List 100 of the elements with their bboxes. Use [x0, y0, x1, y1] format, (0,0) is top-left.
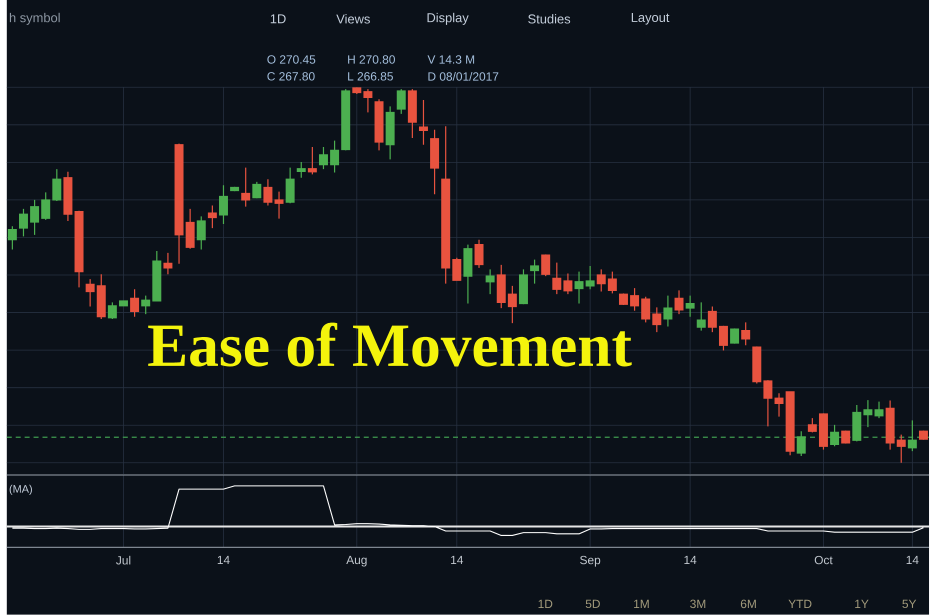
candlestick — [74, 210, 84, 288]
candlestick — [363, 88, 372, 114]
candlestick — [118, 300, 128, 306]
candlestick — [8, 226, 17, 250]
candlestick — [518, 268, 528, 305]
candlestick — [30, 199, 40, 236]
candlestick — [386, 106, 395, 160]
candlestick — [152, 250, 162, 302]
candlestick — [530, 259, 540, 284]
candlestick — [196, 216, 206, 250]
text: Studies — [528, 14, 570, 24]
candlestick — [441, 126, 450, 284]
candlestick — [808, 418, 817, 434]
candlestick — [41, 192, 50, 220]
candlestick — [908, 420, 917, 452]
candlestick — [652, 306, 662, 333]
candlestick — [63, 171, 72, 222]
candlestick — [252, 181, 262, 200]
candlestick — [796, 430, 806, 457]
text: 1M — [634, 600, 649, 608]
candlestick — [874, 401, 884, 419]
candlestick — [463, 244, 472, 304]
text: V 14.3 M — [428, 55, 474, 64]
candlestick — [486, 268, 495, 295]
candlestick — [163, 252, 172, 275]
candlestick — [108, 302, 117, 320]
candlestick — [686, 295, 695, 318]
candlestick — [752, 346, 762, 384]
text: Display — [428, 12, 469, 25]
candlestick — [308, 146, 317, 176]
candlestick — [618, 292, 628, 306]
candlestick — [818, 412, 828, 450]
candlestick — [918, 430, 928, 441]
candlestick — [230, 186, 240, 192]
candlestick — [641, 296, 650, 324]
text: h symbol — [10, 12, 60, 25]
candlestick — [241, 167, 250, 208]
candlestick — [786, 390, 795, 456]
x-tick-label: Aug — [346, 556, 367, 567]
candlestick — [663, 295, 672, 328]
candlestick — [396, 88, 406, 115]
candlestick — [841, 430, 850, 444]
candlestick — [586, 266, 595, 290]
candlestick — [86, 278, 95, 308]
candlestick — [52, 168, 62, 202]
text: Views — [336, 14, 370, 24]
candlestick — [830, 424, 840, 447]
text: O 270.45 — [267, 55, 316, 64]
candlestick — [341, 88, 350, 152]
x-tick-label: 14 — [218, 556, 230, 564]
text: 3M — [690, 600, 706, 608]
candlestick — [418, 100, 428, 146]
candlestick — [696, 302, 706, 332]
candlestick — [541, 254, 550, 277]
candlestick — [563, 273, 572, 295]
candlestick — [141, 295, 150, 315]
candlestick — [318, 146, 328, 170]
text: C 267.80 — [267, 72, 315, 81]
candlestick — [886, 400, 895, 450]
candlestick — [274, 191, 284, 220]
chart-title: (MA) — [10, 484, 32, 496]
candlestick — [718, 325, 728, 352]
text: Layout — [632, 13, 670, 25]
candlestick — [218, 184, 228, 225]
x-tick-label: Oct — [814, 556, 833, 564]
x-tick-label: 14 — [451, 556, 464, 564]
x-tick-label: 14 — [906, 556, 919, 564]
candlestick — [852, 404, 862, 442]
candlestick — [774, 392, 784, 418]
candlestick — [19, 208, 28, 238]
candlestick — [730, 328, 740, 344]
text: 1D — [538, 600, 552, 608]
x-tick-label: Jul — [116, 556, 130, 565]
candlestick — [174, 143, 184, 264]
candlestick — [708, 306, 717, 333]
candlestick — [452, 257, 462, 282]
candlestick — [508, 285, 517, 324]
candlestick — [296, 161, 306, 178]
candlestick — [408, 88, 417, 139]
text: 5Y — [902, 600, 916, 608]
text: YTD — [788, 600, 812, 608]
candlestick — [130, 288, 140, 318]
text: 1D — [270, 14, 286, 24]
candlestick — [574, 271, 584, 304]
candlestick — [741, 322, 750, 346]
candlestick — [374, 98, 384, 152]
candlestick — [330, 140, 340, 174]
candlestick — [352, 86, 362, 95]
text: D 08/01/2017 — [428, 72, 498, 81]
candlestick — [208, 205, 217, 229]
candlestick — [286, 167, 295, 204]
text: Ease of Movement — [148, 322, 632, 367]
candlestick — [608, 271, 617, 294]
candlestick — [552, 262, 562, 295]
text: 6M — [740, 600, 756, 608]
candlestick — [474, 239, 484, 269]
candlestick — [596, 268, 606, 292]
text: 1Y — [855, 600, 869, 608]
text: 5D — [586, 600, 600, 608]
candlestick — [430, 129, 440, 195]
